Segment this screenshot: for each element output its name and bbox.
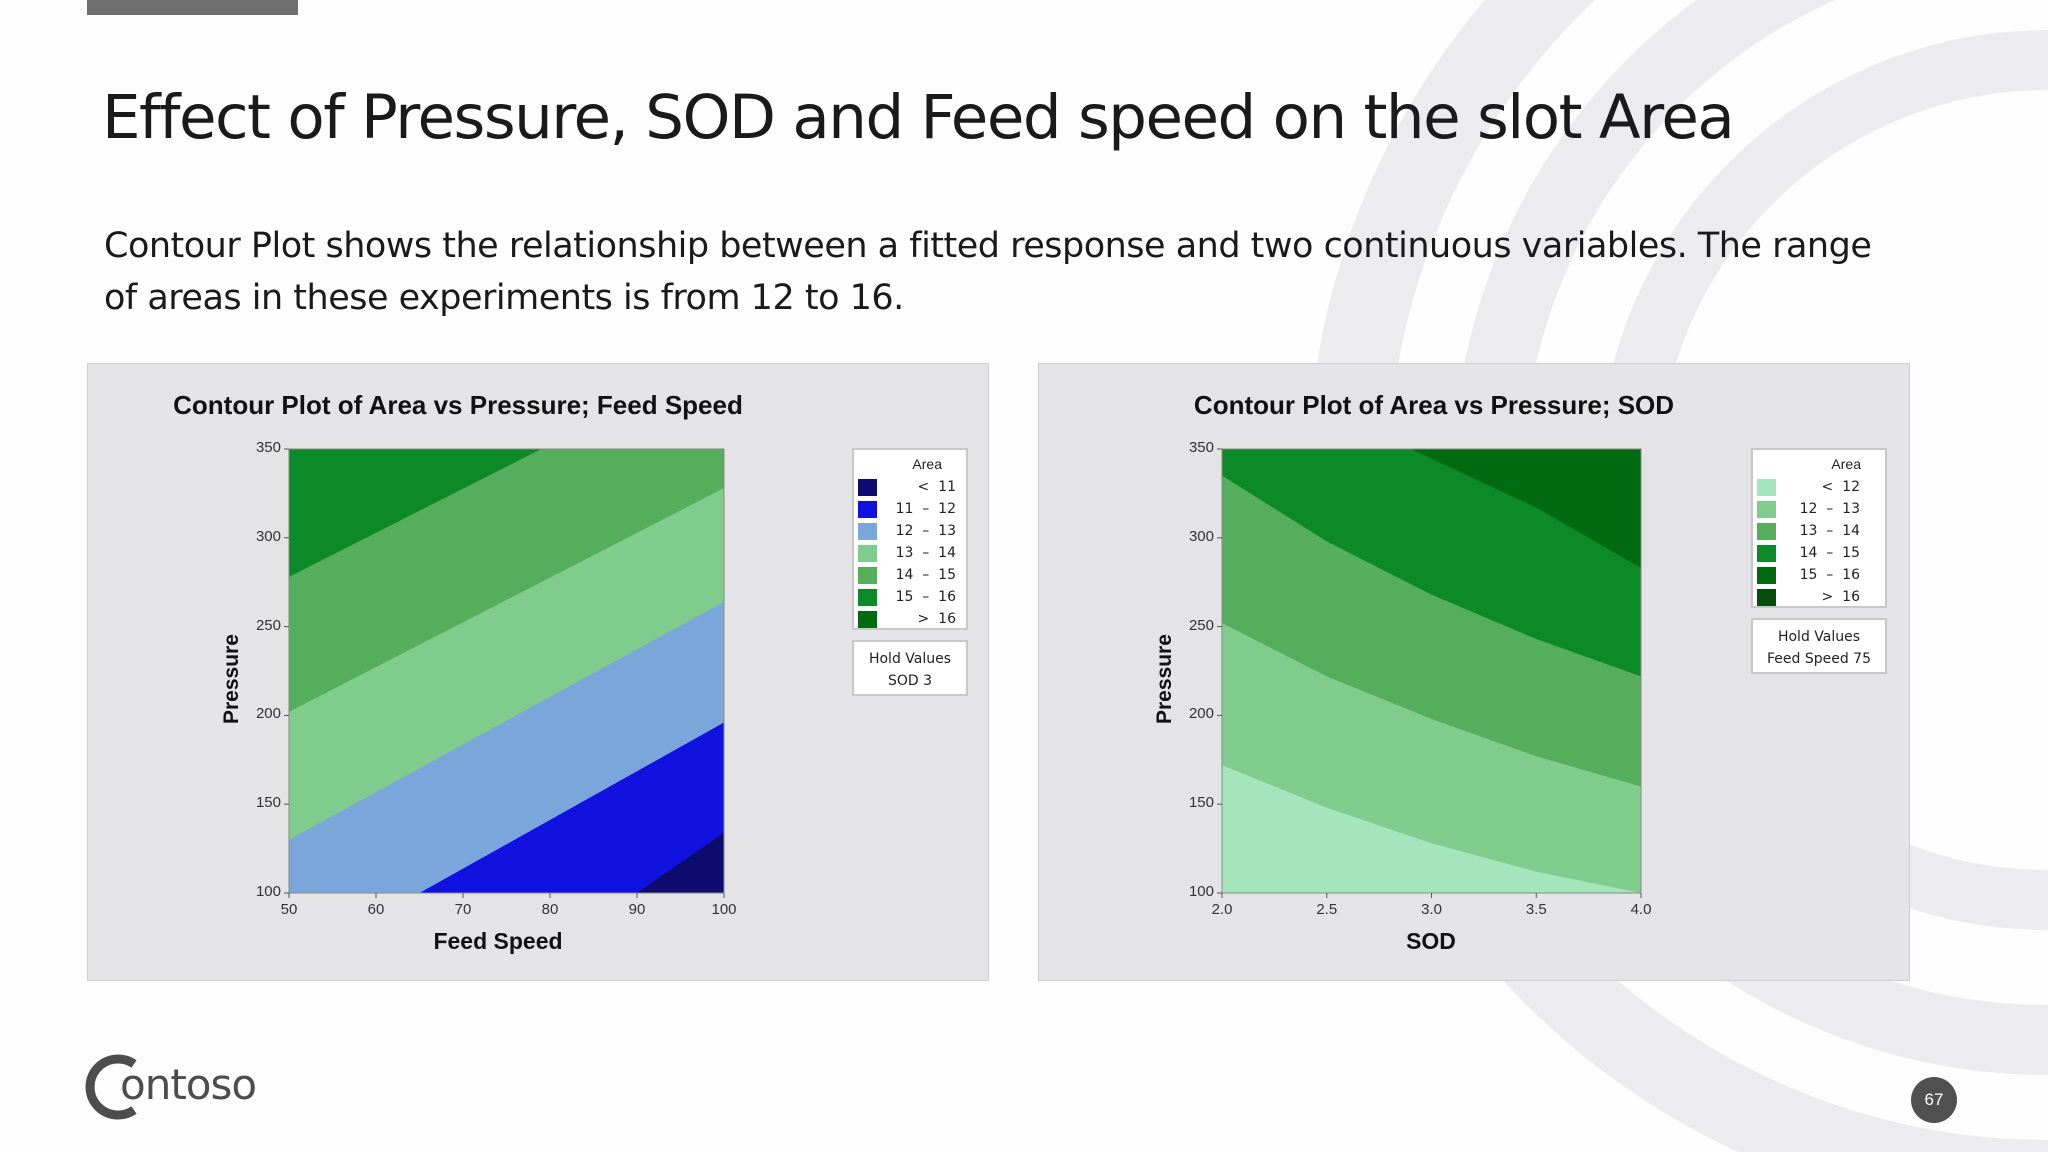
legend-title: Area	[912, 456, 942, 472]
x-tick-label: 50	[280, 901, 298, 918]
x-tick-label: 3.0	[1421, 901, 1442, 918]
slide-title: Effect of Pressure, SOD and Feed speed o…	[102, 82, 1735, 153]
slide-subtitle: Contour Plot shows the relationship betw…	[104, 226, 1872, 318]
x-axis-label: Feed Speed	[433, 928, 563, 954]
legend-entry: 12 – 13	[858, 520, 956, 542]
legend-swatch	[858, 478, 877, 496]
y-tick-label: 100	[255, 883, 281, 900]
legend-label: < 12	[1821, 479, 1860, 495]
page-number: 67	[1911, 1077, 1957, 1123]
legend-entry: < 12	[1757, 476, 1875, 498]
legend-entry: < 11	[858, 476, 956, 498]
contour-plot-feed-speed: Contour Plot of Area vs Pressure; Feed S…	[87, 363, 989, 981]
legend-entry: 14 – 15	[858, 564, 956, 586]
hold-values-title: Hold Values	[1777, 629, 1861, 645]
chart-title: Contour Plot of Area vs Pressure; SOD	[1193, 390, 1675, 420]
legend-label: 11 – 12	[895, 501, 956, 517]
legend-label: 15 – 16	[1799, 567, 1860, 583]
hold-values-box: Hold Values SOD 3	[852, 640, 968, 696]
y-tick-label: 300	[1188, 527, 1214, 545]
y-tick-label: 200	[255, 705, 281, 723]
legend-entry: 14 – 15	[1757, 542, 1875, 564]
legend-label: 15 – 16	[895, 589, 956, 605]
y-tick-label: 300	[255, 527, 281, 545]
legend-entry: 11 – 12	[858, 498, 956, 520]
legend-entry: 13 – 14	[1757, 520, 1875, 542]
plot-area	[284, 448, 725, 898]
y-tick-label: 150	[1188, 794, 1214, 812]
hold-values-value: SOD 3	[887, 673, 933, 689]
y-tick-label: 150	[255, 794, 281, 812]
legend-swatch	[858, 544, 877, 562]
plot-area	[1217, 448, 1642, 898]
x-tick-label: 100	[711, 901, 737, 918]
legend-label: 12 – 13	[1799, 501, 1860, 517]
x-tick-label: 2.0	[1211, 901, 1233, 918]
hold-values-value: Feed Speed 75	[1766, 651, 1871, 667]
legend-label: 13 – 14	[1799, 523, 1860, 539]
contoso-logo-icon	[85, 1054, 137, 1120]
x-tick-label: 70	[454, 901, 472, 918]
legend-label: > 16	[917, 611, 956, 627]
legend-label: 13 – 14	[895, 545, 956, 561]
legend-label: < 11	[917, 479, 956, 495]
y-tick-label: 250	[1188, 616, 1214, 634]
legend-swatch	[1757, 566, 1776, 584]
legend-label: 14 – 15	[1799, 545, 1860, 561]
hold-values-box: Hold Values Feed Speed 75	[1751, 618, 1887, 674]
legend-title: Area	[1831, 456, 1861, 472]
legend-entry: 13 – 14	[858, 542, 956, 564]
y-tick-label: 250	[255, 616, 281, 634]
hold-values-title: Hold Values	[868, 651, 952, 667]
y-tick-label: 350	[255, 439, 281, 456]
legend-swatch	[1757, 478, 1776, 496]
legend-swatch	[1757, 500, 1776, 518]
y-tick-label: 200	[1188, 705, 1214, 723]
legend-label: > 16	[1821, 589, 1860, 605]
x-tick-label: 90	[628, 901, 646, 918]
legend: Area < 11 11 – 12 12 – 13 13 – 14 14 – 15 15 …	[852, 448, 968, 630]
legend-entry: 15 – 16	[1757, 564, 1875, 586]
x-tick-label: 60	[367, 901, 385, 918]
legend-entry: 12 – 13	[1757, 498, 1875, 520]
contour-plot-sod: Contour Plot of Area vs Pressure; SOD SO…	[1038, 363, 1910, 981]
x-axis-label: SOD	[1406, 928, 1456, 954]
contour-band	[1222, 449, 1641, 568]
x-tick-label: 4.0	[1630, 901, 1652, 918]
legend-entry: > 16	[858, 608, 956, 630]
legend-label: 12 – 13	[895, 523, 956, 539]
legend-swatch	[858, 522, 877, 540]
legend-swatch	[1757, 588, 1776, 606]
legend-swatch	[858, 588, 877, 606]
legend-swatch	[858, 566, 877, 584]
legend-entry: > 16	[1757, 586, 1875, 608]
x-tick-label: 80	[541, 901, 559, 918]
y-tick-label: 350	[1188, 439, 1214, 456]
chart-title: Contour Plot of Area vs Pressure; Feed S…	[173, 390, 743, 420]
legend-entry: 15 – 16	[858, 586, 956, 608]
legend-swatch	[858, 500, 877, 518]
plot-frame	[288, 448, 725, 894]
logo-text: ontoso	[120, 1060, 257, 1109]
x-tick-label: 3.5	[1525, 901, 1547, 918]
legend-label: 14 – 15	[895, 567, 956, 583]
y-tick-label: 100	[1188, 883, 1214, 900]
legend-swatch	[858, 610, 877, 628]
top-accent-bar	[87, 0, 298, 15]
legend: Area < 12 12 – 13 13 – 14 14 – 15 15 – 16 > 1…	[1751, 448, 1887, 608]
x-tick-label: 2.5	[1316, 901, 1338, 918]
legend-swatch	[1757, 522, 1776, 540]
legend-swatch	[1757, 544, 1776, 562]
